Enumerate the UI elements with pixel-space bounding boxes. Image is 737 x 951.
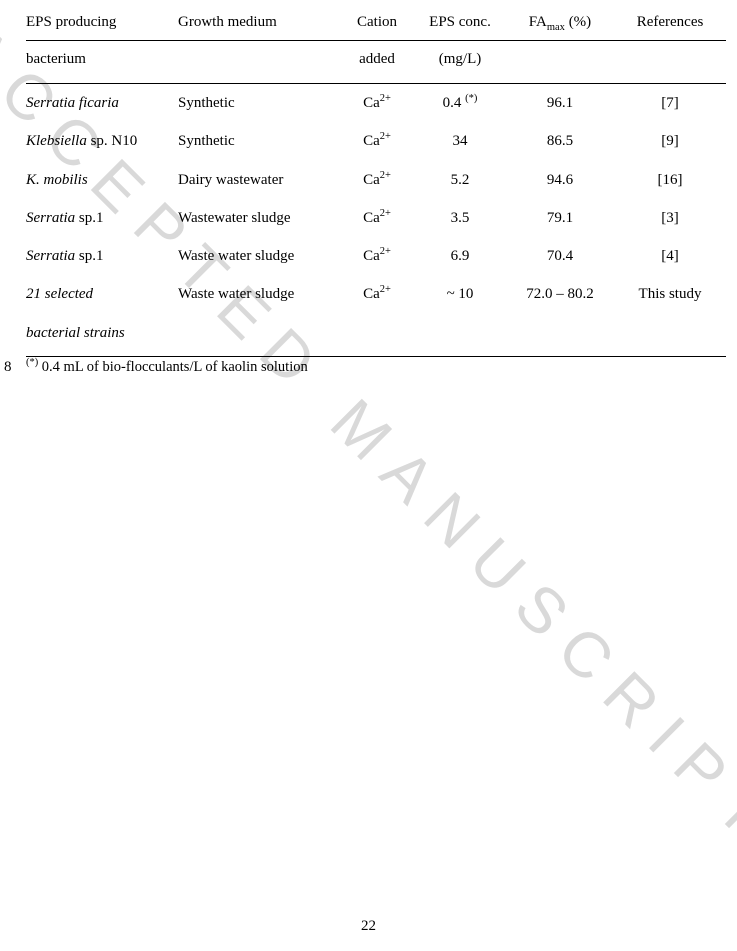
hdr-bacterium-l1: EPS producing [26,4,178,41]
eps-table-body: Serratia ficariaSyntheticCa2+0.4 (*)96.1… [26,84,726,356]
cell-medium: Synthetic [178,84,340,123]
cell-cation: Ca2+ [340,161,414,199]
table-row: Serratia sp.1Wastewater sludgeCa2+3.579.… [26,199,726,237]
hdr-fa: FAmax (%) [506,4,614,41]
cell-conc: 6.9 [414,237,506,275]
hdr-conc-l2: (mg/L) [414,41,506,84]
cell-ref: [9] [614,122,726,160]
hdr-fa-prefix: FA [529,14,547,30]
cell-conc: ~ 10 [414,275,506,313]
hdr-fa-suffix: (%) [565,14,591,30]
cell-cation: Ca2+ [340,84,414,123]
cell-conc: 0.4 (*) [414,84,506,123]
page-content: EPS producing Growth medium Cation EPS c… [0,0,737,376]
cell-bacterium: Serratia sp.1 [26,199,178,237]
hdr-cation-l1: Cation [340,4,414,41]
cell-bacterium: K. mobilis [26,161,178,199]
table-row: Serratia ficariaSyntheticCa2+0.4 (*)96.1… [26,84,726,123]
cell-conc: 5.2 [414,161,506,199]
cell-ref: [3] [614,199,726,237]
cell-fa: 79.1 [506,199,614,237]
cell-ref: This study [614,275,726,313]
footnote: (*) 0.4 mL of bio-flocculants/L of kaoli… [26,359,308,376]
cell-cation: Ca2+ [340,122,414,160]
cell-bacterium: 21 selected [26,275,178,313]
table-row: bacterial strains [26,314,726,356]
cell-ref: [7] [614,84,726,123]
cell-bacterium: Klebsiella sp. N10 [26,122,178,160]
table-bottom-rule [26,356,726,357]
cell-cation: Ca2+ [340,237,414,275]
footnote-marker: (*) [26,357,38,368]
hdr-conc-l1: EPS conc. [414,4,506,41]
cell-medium: Dairy wastewater [178,161,340,199]
cell-medium: Synthetic [178,122,340,160]
cell-fa: 86.5 [506,122,614,160]
cell-medium: Waste water sludge [178,275,340,313]
cell-fa: 94.6 [506,161,614,199]
cell-fa: 72.0 – 80.2 [506,275,614,313]
line-number: 8 [4,359,20,376]
footnote-text: 0.4 mL of bio-flocculants/L of kaolin so… [42,359,308,375]
cell-bacterium: Serratia ficaria [26,84,178,123]
cell-bacterium: Serratia sp.1 [26,237,178,275]
hdr-fa-sub: max [547,22,565,33]
cell-medium: Waste water sludge [178,237,340,275]
cell-medium: Wastewater sludge [178,199,340,237]
eps-table: EPS producing Growth medium Cation EPS c… [26,4,726,356]
table-row: K. mobilisDairy wastewaterCa2+5.294.6[16… [26,161,726,199]
cell-fa: 96.1 [506,84,614,123]
hdr-medium: Growth medium [178,4,340,41]
page-number: 22 [0,918,737,935]
table-row: Klebsiella sp. N10SyntheticCa2+3486.5[9] [26,122,726,160]
hdr-ref: References [614,4,726,41]
cell-cation: Ca2+ [340,199,414,237]
cell-bacterium: bacterial strains [26,314,178,356]
hdr-cation-l2: added [340,41,414,84]
hdr-bacterium-l2: bacterium [26,41,178,84]
cell-conc: 3.5 [414,199,506,237]
table-row: 21 selectedWaste water sludgeCa2+~ 1072.… [26,275,726,313]
cell-cation: Ca2+ [340,275,414,313]
cell-ref: [16] [614,161,726,199]
cell-ref: [4] [614,237,726,275]
cell-fa: 70.4 [506,237,614,275]
cell-conc: 34 [414,122,506,160]
table-row: Serratia sp.1Waste water sludgeCa2+6.970… [26,237,726,275]
